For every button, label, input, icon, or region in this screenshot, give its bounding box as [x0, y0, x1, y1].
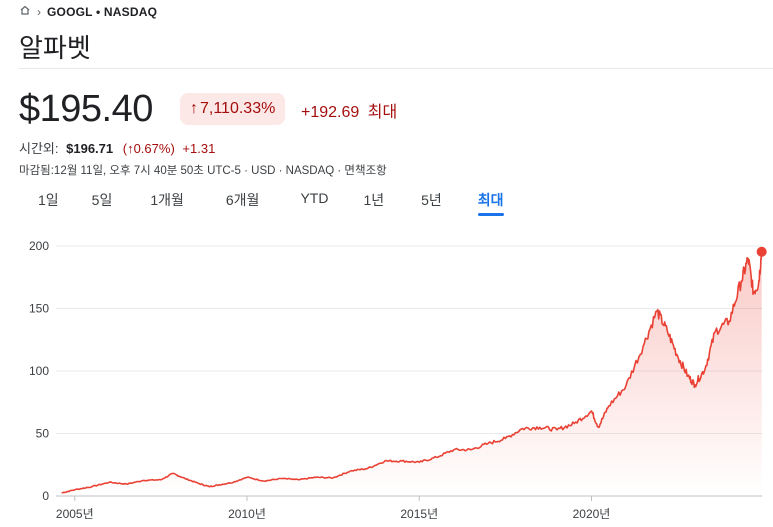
- tab-5-years[interactable]: 5년: [421, 192, 442, 208]
- price-area-fill: [61, 251, 762, 496]
- x-tick-label: 2015년: [400, 507, 438, 521]
- y-tick-label: 100: [29, 364, 49, 378]
- x-tick-label: 2020년: [573, 507, 611, 521]
- ticker-exchange[interactable]: GOOGL • NASDAQ: [47, 4, 158, 19]
- y-axis-ticks: 0 50 100 150 200: [29, 239, 49, 503]
- range-tabs: 1일 5일 1개월 6개월 YTD 1년 5년 최대: [38, 190, 504, 216]
- tab-ytd[interactable]: YTD: [300, 190, 329, 206]
- after-hours-percent: (↑0.67%): [122, 141, 175, 156]
- latest-price-marker: [756, 246, 767, 257]
- percent-change-badge: ↑ 7,110.33%: [180, 93, 286, 125]
- tab-1-month[interactable]: 1개월: [150, 192, 184, 208]
- tab-1-year[interactable]: 1년: [363, 192, 385, 208]
- y-tick-label: 150: [29, 302, 49, 316]
- y-tick-label: 50: [36, 427, 50, 441]
- company-name: 알파벳: [19, 33, 91, 63]
- price-line: [61, 251, 763, 494]
- period-label: 최대: [367, 104, 398, 121]
- market-status-footnote: 마감됨:12월 11일, 오후 7시 40분 50초 UTC-5 · USD ·…: [19, 165, 387, 177]
- absolute-change: +192.69 최대: [301, 98, 397, 122]
- absolute-change-value: +192.69: [301, 104, 360, 121]
- after-hours-label: 시간외:: [19, 141, 59, 156]
- after-hours-quote: 시간외: $196.71 (↑0.67%) +1.31: [19, 138, 215, 157]
- tab-5-days[interactable]: 5일: [91, 192, 113, 208]
- breadcrumb: › GOOGL • NASDAQ: [19, 4, 157, 19]
- tab-6-months[interactable]: 6개월: [225, 192, 260, 208]
- after-hours-change: +1.31: [182, 141, 216, 156]
- tab-max[interactable]: 최대: [477, 190, 504, 216]
- y-tick-label: 0: [42, 489, 49, 503]
- percent-change-value: 7,110.33%: [200, 100, 276, 117]
- home-icon[interactable]: [19, 4, 31, 19]
- tab-1-day[interactable]: 1일: [38, 192, 59, 208]
- after-hours-price: $196.71: [66, 141, 114, 156]
- price-chart[interactable]: 0 50 100 150 200 2005년 2010년 2015년 2020년: [0, 225, 773, 527]
- y-tick-label: 200: [29, 239, 49, 253]
- divider: [19, 68, 773, 69]
- x-axis-ticks: 2005년 2010년 2015년 2020년: [56, 496, 610, 521]
- arrow-up-icon: ↑: [190, 100, 198, 117]
- current-price: $195.40: [19, 88, 153, 130]
- breadcrumb-separator: ›: [37, 4, 41, 19]
- x-tick-label: 2005년: [56, 507, 94, 521]
- x-tick-label: 2010년: [228, 507, 266, 521]
